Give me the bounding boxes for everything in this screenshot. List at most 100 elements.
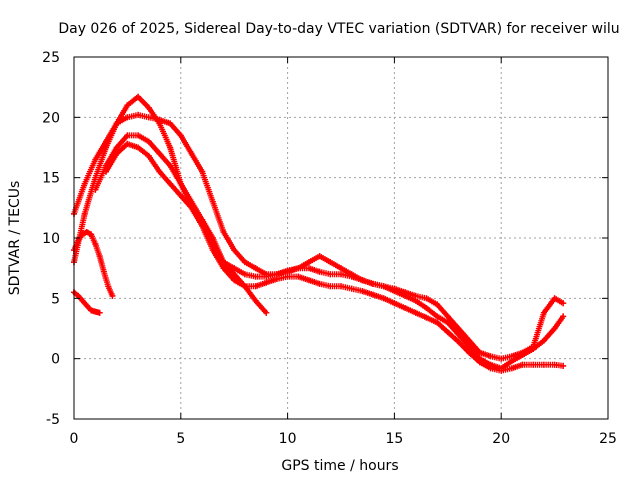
- data-point: [79, 231, 86, 238]
- x-tick-label: 0: [70, 431, 79, 447]
- data-point: [103, 138, 110, 145]
- data-point: [284, 267, 291, 274]
- data-point: [466, 337, 473, 344]
- data-point: [412, 309, 419, 316]
- data-point: [177, 132, 184, 139]
- data-point: [135, 132, 142, 139]
- data-point: [103, 168, 110, 175]
- data-point: [252, 297, 259, 304]
- data-point: [359, 288, 366, 295]
- data-point: [135, 144, 142, 151]
- data-point: [551, 325, 558, 332]
- data-point: [252, 273, 259, 280]
- data-point: [156, 150, 163, 157]
- data-series: [71, 93, 567, 374]
- x-tick-label: 20: [492, 431, 510, 447]
- data-point: [231, 277, 238, 284]
- data-point: [105, 283, 112, 290]
- data-point: [81, 210, 88, 217]
- data-point: [83, 302, 90, 309]
- data-point: [380, 295, 387, 302]
- data-point: [92, 241, 99, 248]
- data-point: [92, 156, 99, 163]
- data-point: [188, 150, 195, 157]
- grid-lines: [74, 57, 608, 419]
- data-point: [338, 271, 344, 278]
- data-point: [423, 304, 430, 311]
- data-point: [220, 265, 227, 272]
- y-axis-label: SDTVAR / TECUs: [7, 181, 23, 296]
- data-point: [498, 355, 505, 362]
- data-point: [359, 277, 366, 284]
- series-track-4: [103, 140, 567, 374]
- data-point: [391, 300, 398, 307]
- data-point: [455, 338, 462, 345]
- x-axis-label: GPS time / hours: [281, 458, 398, 474]
- y-tick-label: 0: [51, 352, 60, 368]
- data-point: [79, 297, 86, 304]
- data-point: [444, 319, 451, 326]
- data-point: [380, 283, 387, 290]
- data-point: [455, 331, 462, 338]
- x-tick-label: 15: [385, 431, 403, 447]
- data-point: [402, 292, 409, 299]
- data-point: [434, 313, 441, 320]
- data-point: [241, 259, 248, 266]
- data-point: [519, 361, 526, 368]
- data-point: [391, 288, 398, 295]
- data-point: [466, 343, 473, 350]
- data-point: [252, 265, 259, 272]
- data-point: [177, 192, 184, 199]
- data-point: [188, 204, 195, 211]
- data-point: [145, 114, 152, 121]
- data-point: [100, 268, 107, 275]
- data-point: [273, 276, 280, 283]
- data-point: [124, 132, 131, 139]
- data-point: [231, 247, 238, 254]
- data-point: [434, 301, 441, 308]
- data-point: [560, 362, 567, 369]
- data-point: [348, 273, 355, 280]
- data-point: [316, 253, 323, 260]
- data-point: [327, 271, 334, 278]
- data-point: [423, 314, 430, 321]
- data-point: [423, 295, 430, 302]
- data-point: [444, 329, 451, 336]
- data-point: [199, 168, 206, 175]
- data-point: [109, 292, 116, 299]
- data-point: [316, 268, 323, 275]
- y-tick-label: 5: [51, 291, 60, 307]
- data-point: [338, 265, 344, 272]
- data-point: [530, 346, 537, 353]
- data-point: [327, 259, 334, 266]
- data-point: [498, 367, 505, 374]
- data-point: [327, 283, 334, 290]
- data-point: [241, 271, 248, 278]
- data-point: [92, 186, 99, 193]
- data-point: [551, 295, 558, 302]
- data-point: [135, 111, 142, 118]
- data-point: [540, 309, 547, 316]
- data-point: [156, 168, 163, 175]
- data-point: [156, 116, 163, 123]
- data-point: [508, 365, 515, 372]
- data-point: [81, 180, 88, 187]
- data-point: [231, 265, 238, 272]
- data-point: [263, 273, 270, 280]
- data-point: [220, 228, 227, 235]
- data-point: [402, 304, 409, 311]
- data-point: [124, 102, 131, 109]
- data-point: [305, 259, 312, 266]
- data-point: [348, 285, 355, 292]
- data-point: [530, 361, 537, 368]
- data-point: [305, 277, 312, 284]
- y-tick-label: -5: [46, 412, 60, 428]
- data-point: [124, 140, 131, 147]
- data-point: [88, 231, 95, 238]
- data-point: [135, 93, 142, 100]
- series-track-3: [92, 132, 567, 372]
- data-point: [370, 280, 377, 287]
- data-point: [177, 180, 184, 187]
